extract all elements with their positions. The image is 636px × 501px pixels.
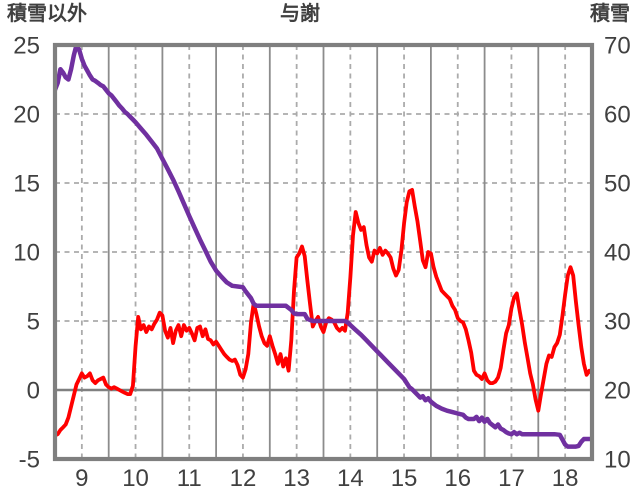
right-axis-tick-30: 30 xyxy=(604,309,631,336)
x-axis-tick-9: 9 xyxy=(75,465,88,492)
left-axis-tick--5: -5 xyxy=(19,447,40,474)
x-axis-tick-18: 18 xyxy=(552,465,579,492)
x-axis-tick-16: 16 xyxy=(444,465,471,492)
right-axis-tick-20: 20 xyxy=(604,378,631,405)
right-axis-tick-60: 60 xyxy=(604,102,631,129)
left-axis-tick-5: 5 xyxy=(27,309,40,336)
right-axis-tick-10: 10 xyxy=(604,447,631,474)
left-axis-tick-10: 10 xyxy=(13,240,40,267)
x-axis-tick-17: 17 xyxy=(498,465,525,492)
plot-border xyxy=(52,42,595,462)
x-axis-tick-10: 10 xyxy=(122,465,149,492)
right-axis-title: 積雪 xyxy=(590,3,630,25)
x-axis-tick-11: 11 xyxy=(177,465,202,492)
left-axis-tick-20: 20 xyxy=(13,102,40,129)
x-axis-tick-13: 13 xyxy=(283,465,310,492)
right-axis-tick-70: 70 xyxy=(604,33,631,60)
left-axis-tick-15: 15 xyxy=(13,171,40,198)
non-snow-series-line xyxy=(55,187,592,438)
x-axis-tick-12: 12 xyxy=(230,465,257,492)
right-axis-tick-40: 40 xyxy=(604,240,631,267)
right-axis-tick-50: 50 xyxy=(604,171,631,198)
snow-depth-series-line xyxy=(55,45,592,449)
x-axis-tick-14: 14 xyxy=(337,465,364,492)
left-axis-tick-0: 0 xyxy=(27,378,40,405)
x-axis-tick-15: 15 xyxy=(391,465,418,492)
chart-title: 与謝 xyxy=(280,3,320,25)
left-axis-title: 積雪以外 xyxy=(7,3,87,25)
left-axis-tick-25: 25 xyxy=(13,33,40,60)
